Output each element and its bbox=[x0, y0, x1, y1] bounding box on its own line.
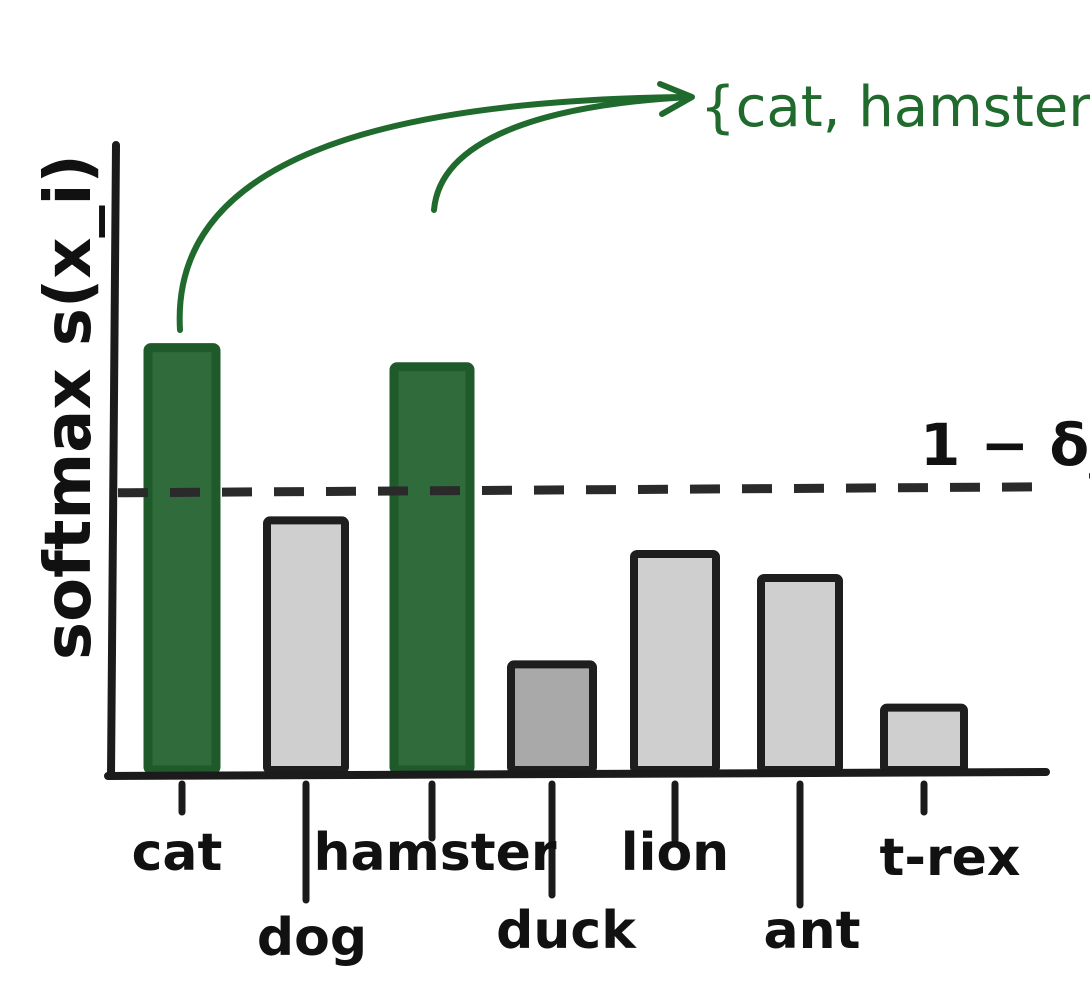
category-label-cat: cat bbox=[132, 823, 223, 883]
bars bbox=[148, 348, 964, 770]
bar-t-rex bbox=[884, 708, 964, 770]
bar-hamster bbox=[394, 367, 470, 770]
bar-lion bbox=[634, 554, 716, 770]
bar-duck bbox=[511, 664, 593, 770]
arrow-from-cat bbox=[180, 97, 690, 330]
y-axis bbox=[111, 145, 116, 776]
category-label-ant: ant bbox=[764, 901, 861, 961]
category-label-t-rex: t-rex bbox=[880, 828, 1021, 888]
bar-dog bbox=[267, 520, 345, 770]
category-label-dog: dog bbox=[257, 908, 367, 968]
threshold-label: 1 − δ_α bbox=[920, 411, 1090, 479]
x-axis bbox=[108, 772, 1046, 776]
y-axis-label: softmax s(x_i) bbox=[32, 154, 106, 660]
category-label-duck: duck bbox=[496, 901, 637, 961]
category-label-lion: lion bbox=[621, 823, 729, 883]
category-label-hamster: hamster bbox=[313, 823, 556, 883]
bar-ant bbox=[761, 578, 839, 770]
selected-set-label: {cat, hamster} bbox=[700, 75, 1090, 140]
threshold-line bbox=[118, 487, 1048, 493]
bar-cat bbox=[148, 348, 216, 770]
